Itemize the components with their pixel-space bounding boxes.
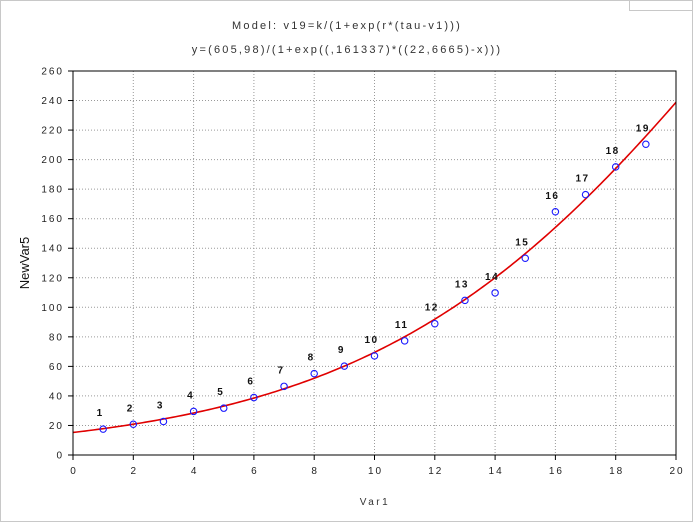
- axes-layer: [68, 70, 677, 460]
- chart-subtitle: y=(605,98)/(1+exp((,161337)*((22,6665)-x…: [192, 44, 502, 56]
- point-label: 9: [338, 345, 345, 356]
- tick-labels-layer: 0 2 4 6 8 10 12 14 16 18 2002040608010012014016018…: [41, 67, 684, 478]
- point-label: 6: [247, 377, 254, 388]
- point-label: 16: [545, 191, 559, 202]
- chart-title: Model: v19=k/(1+exp(r*(tau-v1))): [232, 20, 462, 32]
- data-point: [491, 289, 499, 297]
- x-tick-label: 2: [131, 466, 139, 477]
- data-point: [370, 352, 379, 360]
- x-tick-label: 4: [191, 466, 199, 477]
- point-label: 7: [278, 365, 285, 376]
- y-tick-label: 220: [41, 126, 64, 137]
- y-tick-label: 200: [41, 155, 64, 166]
- data-point: [611, 163, 620, 171]
- point-label: 17: [575, 174, 589, 185]
- data-point: [642, 140, 650, 149]
- grid-layer: [73, 71, 676, 455]
- y-tick-label: 60: [49, 362, 64, 373]
- data-point: [340, 362, 349, 370]
- y-tick-label: 20: [49, 421, 64, 432]
- data-point: [220, 404, 228, 412]
- y-tick-label: 140: [41, 244, 64, 255]
- y-tick-label: 240: [41, 96, 64, 107]
- data-point: [521, 254, 529, 263]
- data-point: [250, 393, 258, 402]
- window-edge-line: [629, 1, 630, 11]
- window-edge-line: [629, 10, 692, 11]
- point-label: 18: [606, 146, 620, 157]
- x-tick-label: 14: [489, 466, 504, 477]
- y-tick-label: 160: [41, 214, 64, 225]
- point-label: 13: [455, 279, 469, 290]
- data-point: [280, 382, 288, 391]
- y-tick-label: 100: [41, 303, 64, 314]
- y-axis-label: NewVar5: [17, 237, 32, 290]
- y-tick-label: 180: [41, 185, 64, 196]
- y-tick-label: 0: [56, 451, 64, 462]
- data-point: [189, 407, 198, 416]
- point-label: 15: [515, 237, 529, 248]
- point-label: 11: [395, 320, 409, 331]
- y-tick-label: 120: [41, 273, 64, 284]
- data-point: [129, 420, 138, 429]
- data-point: [461, 296, 469, 305]
- x-tick-label: 8: [311, 466, 319, 477]
- x-axis-label: Var1: [360, 497, 390, 508]
- fit-curve: [72, 101, 677, 434]
- data-point: [431, 319, 439, 328]
- point-label: 8: [308, 353, 315, 364]
- point-label: 4: [187, 390, 194, 401]
- point-label: 19: [636, 123, 650, 134]
- data-point: [400, 337, 409, 345]
- y-tick-label: 260: [41, 67, 64, 78]
- data-point: [581, 190, 590, 199]
- data-point: [99, 425, 107, 433]
- x-tick-label: 10: [368, 466, 383, 477]
- point-label: 14: [485, 272, 499, 283]
- point-label: 12: [425, 303, 439, 314]
- point-label: 5: [217, 387, 224, 398]
- x-tick-label: 12: [428, 466, 443, 477]
- x-tick-label: 20: [669, 466, 684, 477]
- y-tick-label: 40: [49, 391, 64, 402]
- data-point: [159, 417, 168, 426]
- point-label: 3: [157, 400, 164, 411]
- fit-curve-layer: [72, 101, 677, 434]
- x-tick-label: 18: [609, 466, 624, 477]
- data-point: [551, 208, 560, 216]
- point-label: 2: [127, 403, 134, 414]
- y-tick-label: 80: [49, 332, 64, 343]
- point-label: 1: [97, 408, 104, 419]
- x-tick-label: 0: [70, 466, 78, 477]
- point-label: 10: [364, 335, 378, 346]
- x-tick-label: 16: [549, 466, 564, 477]
- x-tick-label: 6: [251, 466, 259, 477]
- data-point: [310, 369, 318, 378]
